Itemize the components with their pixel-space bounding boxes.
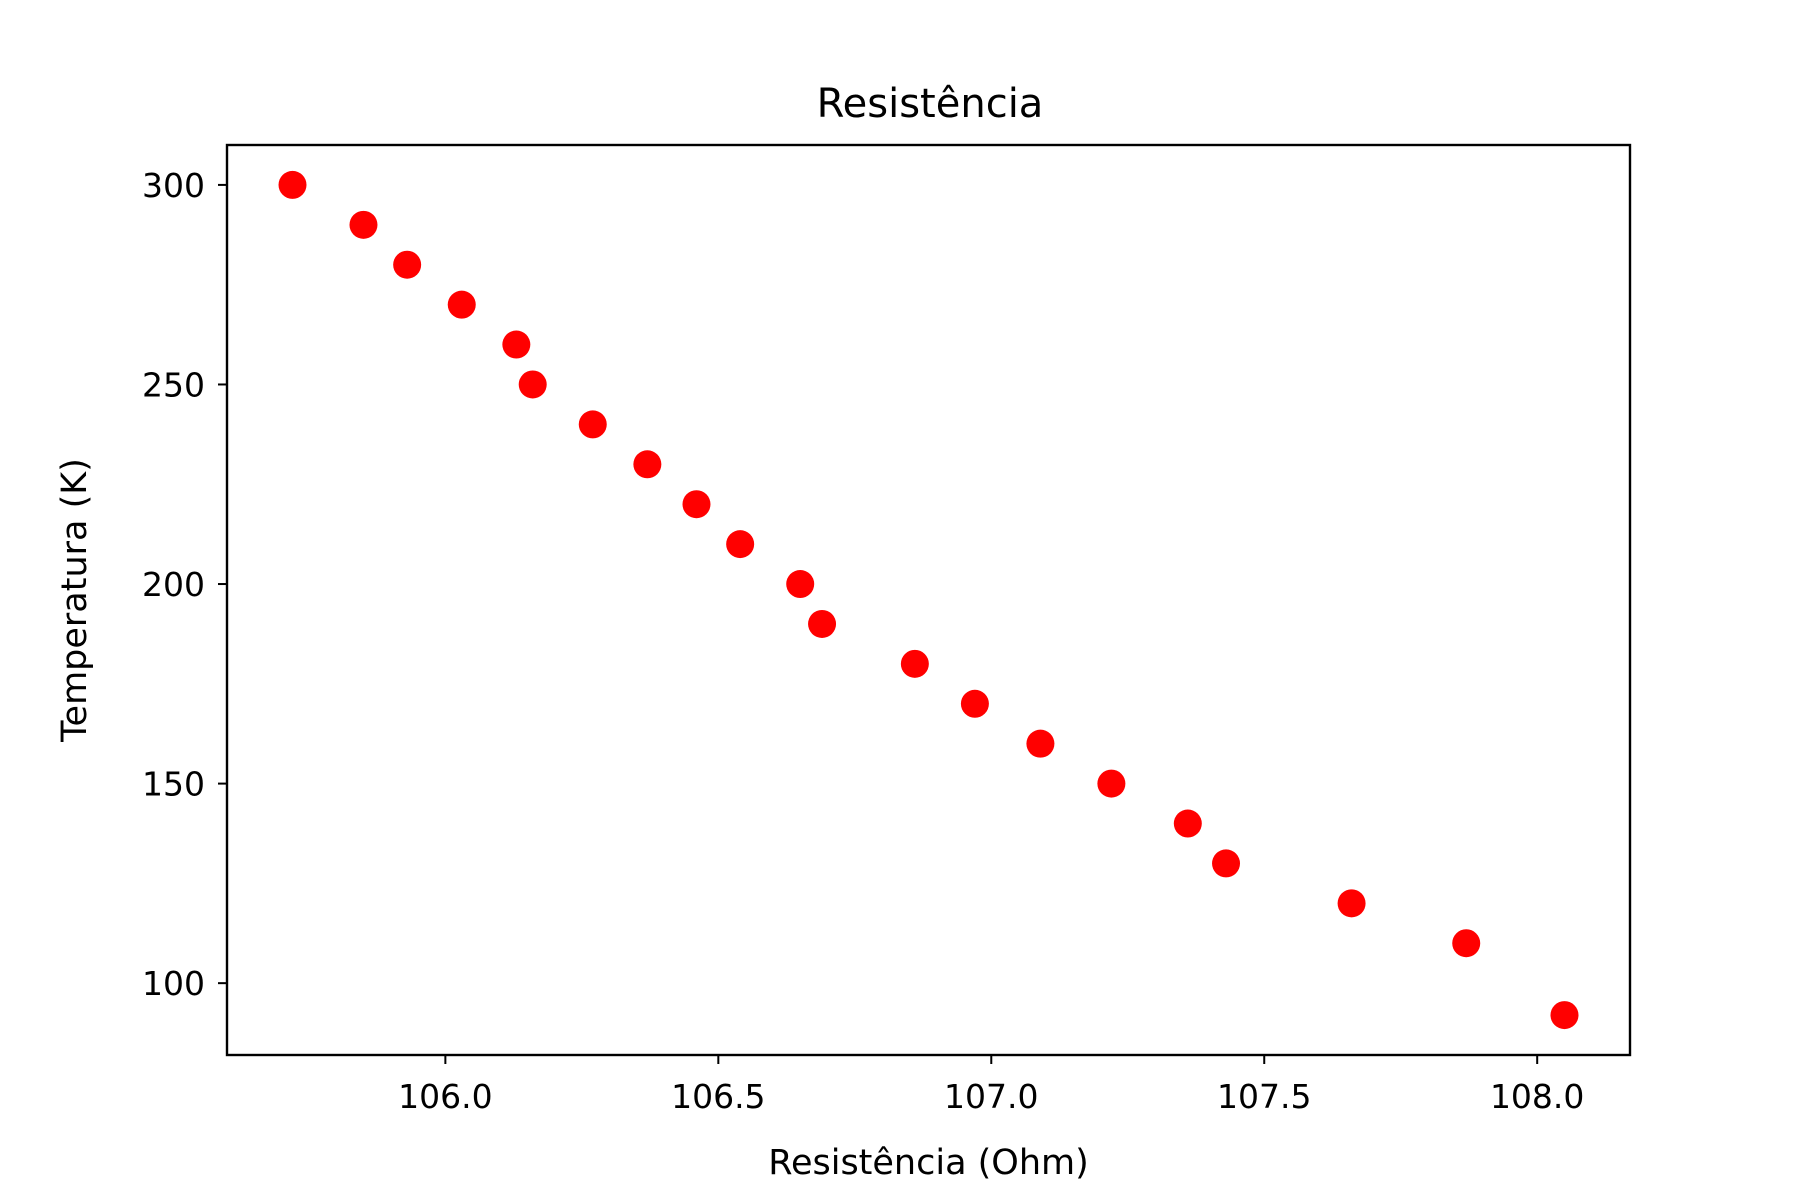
data-point xyxy=(393,250,422,279)
y-tick-label: 250 xyxy=(142,365,205,404)
data-point xyxy=(633,450,662,479)
x-axis-label: Resistência (Ohm) xyxy=(768,1143,1089,1183)
data-point xyxy=(900,649,929,678)
y-axis-ticks: 100 150 200 250 300 xyxy=(142,166,227,1003)
y-tick-label: 300 xyxy=(142,166,205,205)
data-point xyxy=(1550,1001,1579,1030)
data-point xyxy=(682,490,711,519)
x-tick-label: 106.5 xyxy=(671,1077,765,1116)
data-point xyxy=(786,570,815,599)
data-point xyxy=(960,689,989,718)
data-point xyxy=(808,609,837,638)
data-point xyxy=(726,530,755,559)
x-tick-label: 107.5 xyxy=(1217,1077,1311,1116)
data-point xyxy=(447,290,476,319)
data-point xyxy=(1026,729,1055,758)
x-tick-label: 106.0 xyxy=(398,1077,492,1116)
x-tick-label: 107.0 xyxy=(944,1077,1038,1116)
data-point xyxy=(278,170,307,199)
y-tick-label: 100 xyxy=(142,964,205,1003)
data-point xyxy=(518,370,547,399)
data-point xyxy=(502,330,531,359)
data-point xyxy=(1173,809,1202,838)
x-axis-ticks: 106.0 106.5 107.0 107.5 108.0 xyxy=(398,1055,1584,1116)
data-point xyxy=(349,210,378,239)
y-axis-label: Temperatura (K) xyxy=(55,458,95,743)
data-point xyxy=(1212,849,1241,878)
x-tick-label: 108.0 xyxy=(1490,1077,1584,1116)
data-point xyxy=(1452,929,1481,958)
data-point xyxy=(578,410,607,439)
data-point xyxy=(1097,769,1126,798)
chart-title: Resistência xyxy=(817,81,1044,127)
y-tick-label: 150 xyxy=(142,765,205,804)
data-point xyxy=(1337,889,1366,918)
y-tick-label: 200 xyxy=(142,565,205,604)
plot-area-frame xyxy=(225,143,1632,1057)
data-points xyxy=(278,170,1579,1030)
